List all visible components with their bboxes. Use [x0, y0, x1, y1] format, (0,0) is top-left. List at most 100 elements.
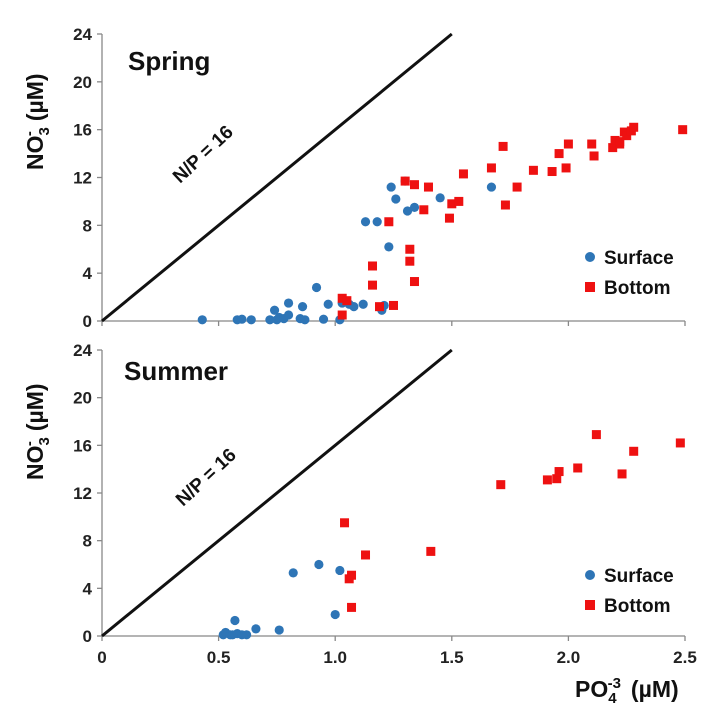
surface-point	[384, 242, 394, 252]
panel-spring: 0 4 8 12 16 20 24 N/P = 16 Spring NO3- (µM) Surface…	[21, 25, 688, 331]
x-tick-label: 0	[97, 648, 106, 667]
bottom-point	[589, 151, 599, 161]
y-tick-label: 16	[73, 436, 92, 455]
y-tick-label: 0	[83, 627, 92, 646]
bottom-point	[615, 139, 625, 149]
surface-point	[360, 217, 371, 227]
panel-title: Summer	[124, 356, 228, 386]
surface-point	[246, 315, 256, 325]
bottom-point	[561, 163, 571, 173]
surface-point	[269, 305, 280, 315]
x-axis-label-main: PO	[575, 676, 608, 702]
legend-label: Surface	[604, 566, 674, 587]
bottom-point	[447, 199, 457, 209]
y-tick-label: 8	[83, 532, 92, 551]
bottom-point	[554, 467, 564, 477]
bottom-point	[622, 131, 632, 141]
surface-point	[486, 182, 497, 192]
surface-point	[288, 568, 298, 578]
legend-label: Bottom	[604, 278, 670, 299]
x-axis-label: PO4-3 (µM)	[575, 675, 679, 706]
bottom-point	[678, 125, 688, 135]
bottom-point	[552, 474, 562, 484]
bottom-point	[512, 182, 522, 192]
y-axis-label-main: NO	[22, 136, 48, 171]
legend-label: Surface	[604, 248, 674, 269]
bottom-point	[496, 480, 506, 490]
bottom-point	[384, 217, 394, 227]
legend: Surface Bottom	[585, 248, 674, 299]
x-tick-label: 1.5	[440, 648, 464, 667]
surface-point	[372, 217, 382, 227]
bottom-point	[347, 602, 357, 612]
y-axis-label-sub: 3	[36, 437, 53, 445]
y-tick-label: 20	[73, 73, 92, 92]
x-tick-label: 2.5	[673, 648, 697, 667]
legend-surface-marker	[585, 570, 595, 580]
legend-bottom-marker	[585, 600, 595, 610]
bottom-point	[419, 205, 429, 215]
series-bottom	[337, 122, 688, 320]
bottom-point	[608, 143, 618, 153]
legend-bottom-marker	[585, 282, 595, 292]
bottom-point	[426, 546, 436, 556]
bottom-point	[337, 293, 347, 303]
legend-surface-marker	[585, 252, 595, 262]
np16-label: N/P = 16	[172, 445, 241, 511]
bottom-point	[423, 182, 433, 192]
surface-point	[283, 310, 294, 320]
surface-point	[265, 315, 275, 325]
surface-point	[335, 565, 345, 576]
bottom-point	[340, 518, 350, 528]
bottom-point	[629, 446, 639, 456]
bottom-point	[629, 122, 639, 132]
bottom-point	[486, 163, 496, 173]
y-axis-label: NO3- (µM)	[21, 73, 53, 170]
surface-point	[386, 182, 396, 192]
bottom-point	[375, 302, 385, 312]
y-tick-label: 12	[73, 169, 92, 188]
bottom-point	[500, 200, 510, 210]
bottom-point	[498, 141, 508, 151]
surface-point	[274, 625, 284, 635]
x-axis-label-unit: (µM)	[631, 676, 679, 702]
panel-summer: 0 4 8 12 16 20 24 0 0.5 1.0 1.5 2.0 2.5 N/P = 16 Summe…	[21, 341, 697, 706]
surface-point	[297, 302, 308, 312]
series-surface	[218, 559, 345, 640]
y-tick-label: 8	[83, 216, 92, 235]
y-tick-label: 0	[83, 312, 92, 331]
bottom-point	[554, 149, 564, 159]
surface-point	[251, 624, 261, 634]
y-axis-label-sub: 3	[36, 127, 53, 135]
surface-point	[330, 609, 340, 620]
bottom-point	[405, 244, 415, 254]
x-tick-label: 2.0	[557, 648, 581, 667]
y-axis-label-sup: -	[21, 131, 38, 136]
bottom-point	[337, 310, 347, 320]
surface-point	[435, 193, 445, 203]
y-axis-label-sup: -	[21, 441, 38, 446]
series-bottom	[340, 430, 685, 612]
x-axis-label-sub: 4	[608, 690, 617, 706]
y-tick-label: 16	[73, 121, 92, 140]
y-tick-label: 12	[73, 484, 92, 503]
bottom-point	[400, 176, 410, 186]
bottom-point	[368, 261, 378, 271]
bottom-point	[405, 256, 415, 266]
bottom-point	[347, 570, 357, 580]
y-axis-label-unit: (µM)	[22, 73, 48, 121]
y-tick-label: 4	[83, 579, 93, 598]
surface-point	[391, 194, 401, 204]
panel-title: Spring	[128, 46, 210, 76]
x-tick-label: 0.5	[207, 648, 231, 667]
surface-point	[358, 299, 368, 309]
surface-point	[230, 615, 240, 626]
surface-point	[349, 302, 359, 312]
y-tick-label: 24	[73, 25, 92, 44]
surface-point	[318, 314, 329, 324]
bottom-point	[528, 165, 538, 175]
bottom-point	[563, 139, 573, 149]
y-tick-label: 20	[73, 389, 92, 408]
surface-point	[241, 630, 252, 640]
bottom-point	[361, 550, 371, 560]
